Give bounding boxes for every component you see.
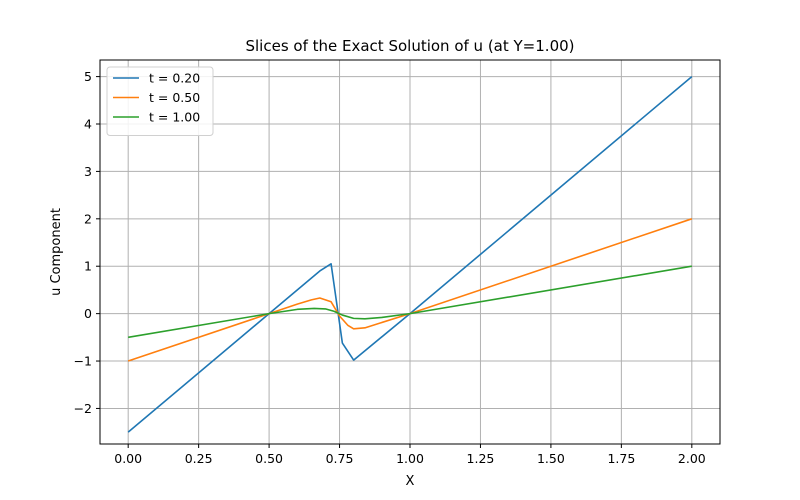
series-line-3 [128,265,692,339]
x-tick-label: 0.75 [326,451,354,466]
x-tick-label: 1.50 [537,451,565,466]
series-line-2 [127,218,693,362]
y-tick-label: 1 [84,259,92,274]
legend-label-3: t = 1.00 [149,110,200,125]
x-tick-label: 1.25 [467,451,495,466]
y-tick-label: −1 [74,354,92,369]
legend: t = 0.20 t = 0.50 t = 1.00 [106,66,214,136]
y-tick-label: 5 [84,69,92,84]
y-tick-label: −2 [74,401,92,416]
x-tick-label: 0.00 [114,451,142,466]
y-axis-label: u Component [49,208,64,296]
x-tick-label: 0.50 [255,451,283,466]
grid [100,60,720,444]
series-line-1 [127,75,693,433]
x-tick-label: 1.00 [396,451,424,466]
y-tick-label: 3 [84,164,92,179]
x-tick-label: 0.25 [185,451,213,466]
x-tick-label: 1.75 [607,451,635,466]
series-lines [127,75,693,433]
x-axis-label: X [406,474,415,489]
legend-label-2: t = 0.50 [149,90,200,105]
x-tick-label: 2.00 [678,451,706,466]
axis-ticks: 0.00 0.25 0.50 0.75 1.00 1.25 1.50 1.75 2.00 −2 −1… [74,69,706,466]
legend-label-1: t = 0.20 [149,71,200,86]
legend-box [106,66,214,136]
y-tick-label: 4 [84,117,92,132]
y-tick-label: 0 [84,306,92,321]
y-tick-label: 2 [84,211,92,226]
chart-title: Slices of the Exact Solution of u (at Y=… [245,37,574,55]
